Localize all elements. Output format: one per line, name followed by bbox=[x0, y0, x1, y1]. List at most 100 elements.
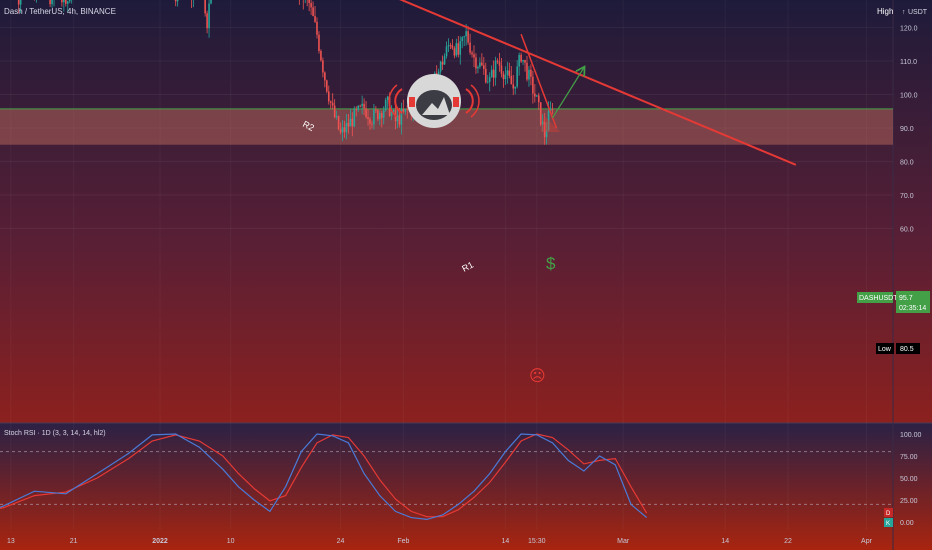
oscillator-title[interactable]: Stoch RSI · 1D (3, 3, 14, 14, hl2) bbox=[4, 430, 106, 437]
low-tag: Low 80.5 bbox=[876, 343, 920, 354]
candle-body bbox=[49, 0, 51, 5]
candle-body bbox=[308, 0, 310, 4]
low-label-bg bbox=[876, 343, 894, 354]
candle-body bbox=[469, 42, 471, 53]
candle-body bbox=[537, 95, 540, 103]
r2-label: R2 bbox=[301, 119, 316, 133]
candle-body bbox=[539, 102, 542, 125]
candle-body bbox=[310, 3, 312, 8]
candle-body bbox=[380, 112, 383, 118]
candle-body bbox=[355, 109, 358, 110]
candle-body bbox=[382, 110, 385, 118]
candle-body bbox=[318, 34, 320, 51]
candle-body bbox=[174, 0, 177, 2]
candle-body bbox=[504, 74, 507, 80]
time-tick-label: Apr bbox=[861, 538, 873, 545]
time-tick-label: 10 bbox=[227, 538, 235, 545]
low-value-bg bbox=[896, 343, 920, 354]
scale-mode-label[interactable]: High bbox=[877, 7, 893, 16]
price-axis-ticks[interactable]: 60.070.080.090.0100.0110.0120.0130.0140.… bbox=[900, 0, 918, 234]
trendline-r2[interactable] bbox=[3, 0, 797, 166]
oscillator-axis-ticks[interactable]: 0.00 25.00 50.00 75.00 100.00 bbox=[900, 432, 922, 527]
candle-body bbox=[349, 118, 352, 127]
candle-body bbox=[479, 62, 481, 67]
candle-body bbox=[498, 61, 501, 66]
candle-body bbox=[514, 86, 517, 89]
candle-body bbox=[343, 127, 346, 133]
currency-arrow-icon[interactable]: ↑ bbox=[902, 9, 906, 16]
candle-body bbox=[545, 130, 548, 138]
candle-body bbox=[327, 91, 330, 102]
oscillator-background bbox=[0, 423, 932, 550]
time-tick-label: 14 bbox=[502, 538, 510, 545]
price-tick-label: 120.0 bbox=[900, 26, 918, 33]
trendline-r1-tip bbox=[540, 116, 561, 132]
candle-body bbox=[19, 0, 22, 5]
time-tick-label: 14 bbox=[721, 538, 729, 545]
candle-body bbox=[455, 43, 458, 56]
candle-body bbox=[459, 41, 462, 55]
candle-body bbox=[208, 3, 210, 29]
candle-body bbox=[512, 84, 515, 89]
price-tick-label: 70.0 bbox=[900, 193, 914, 200]
low-label: Low bbox=[878, 346, 892, 353]
candle-body bbox=[373, 109, 375, 125]
candle-body bbox=[369, 119, 371, 124]
time-tick-label: 22 bbox=[784, 538, 792, 545]
price-tick-label: 80.0 bbox=[900, 160, 914, 167]
projection-arrow[interactable] bbox=[551, 68, 584, 119]
candle-body bbox=[510, 75, 513, 85]
candle-body bbox=[451, 45, 454, 49]
candle-body bbox=[445, 46, 448, 57]
candle-body bbox=[63, 0, 65, 3]
candle-body bbox=[496, 60, 499, 62]
candle-body bbox=[392, 110, 395, 112]
candle-body bbox=[541, 121, 544, 125]
candle-body bbox=[335, 116, 338, 118]
candle-body bbox=[351, 118, 354, 127]
candle-body bbox=[532, 76, 534, 94]
trendline-r1[interactable] bbox=[520, 33, 558, 129]
candle-body bbox=[326, 80, 328, 92]
main-grid bbox=[0, 27, 893, 229]
candle-body bbox=[477, 66, 479, 69]
chart-title[interactable]: Dash / TetherUS, 4h, BINANCE bbox=[4, 7, 116, 16]
candle-body bbox=[518, 54, 520, 67]
candle-body bbox=[359, 105, 361, 107]
candle-body bbox=[206, 13, 208, 29]
d-letter: D bbox=[886, 511, 891, 517]
candle-body bbox=[549, 108, 552, 111]
r1-label: R1 bbox=[460, 260, 475, 274]
price-tag: DASHUSDT 95.7 02:35:14 bbox=[857, 291, 930, 313]
candle-body bbox=[176, 0, 179, 2]
candle-body bbox=[453, 48, 456, 56]
candle-body bbox=[363, 103, 365, 109]
time-tick-label: 21 bbox=[70, 538, 78, 545]
candle-body bbox=[526, 62, 528, 80]
candle-body bbox=[551, 108, 554, 110]
d-value-badge bbox=[884, 508, 893, 517]
candle-body bbox=[447, 45, 450, 47]
scale-currency-label[interactable]: USDT bbox=[908, 9, 928, 16]
candle-body bbox=[371, 123, 373, 125]
candle-body bbox=[475, 57, 477, 69]
candle-body bbox=[528, 69, 530, 80]
candle-body bbox=[375, 109, 377, 111]
price-countdown: 02:35:14 bbox=[899, 305, 926, 312]
candle-body bbox=[536, 95, 538, 97]
candle-body bbox=[331, 102, 334, 106]
candle-body bbox=[530, 69, 532, 77]
candle-body bbox=[347, 122, 350, 127]
candle-body bbox=[486, 81, 489, 83]
candle-body bbox=[345, 122, 348, 133]
candle-body bbox=[390, 111, 393, 116]
candle-body bbox=[492, 69, 495, 78]
candle-body bbox=[210, 0, 212, 4]
candle-body bbox=[357, 105, 360, 110]
candle-body bbox=[467, 31, 469, 43]
candle-body bbox=[494, 60, 497, 78]
candle-body bbox=[481, 62, 483, 66]
